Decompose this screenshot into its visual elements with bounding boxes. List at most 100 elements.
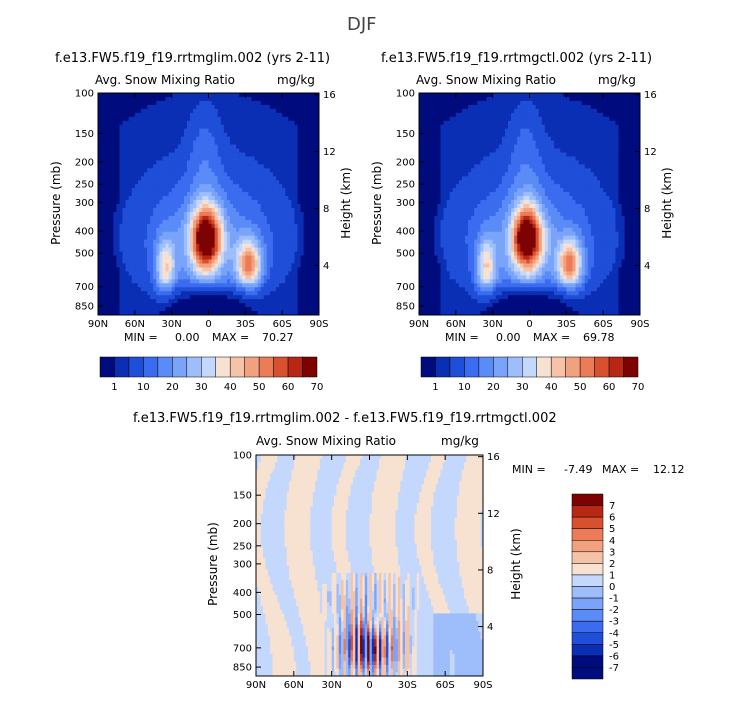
heatmap-cell — [261, 236, 264, 240]
heatmap-cell — [304, 287, 307, 291]
heatmap-cell — [224, 291, 227, 295]
heatmap-cell — [199, 204, 202, 208]
heatmap-cell — [282, 299, 285, 303]
heatmap-cell — [437, 252, 440, 256]
heatmap-cell — [101, 156, 104, 160]
heatmap-cell — [175, 204, 178, 208]
heatmap-cell — [178, 275, 181, 279]
heatmap-cell — [437, 275, 440, 279]
heatmap-cell — [273, 164, 276, 168]
heatmap-cell — [444, 180, 447, 184]
heatmap-cell — [425, 105, 428, 109]
heatmap-cell — [282, 216, 285, 220]
heatmap-cell — [288, 149, 291, 153]
heatmap-cell — [291, 133, 294, 137]
heatmap-cell — [132, 129, 135, 133]
heatmap-cell — [264, 121, 267, 125]
heatmap-cell — [113, 105, 116, 109]
heatmap-cell — [270, 228, 273, 232]
heatmap-cell — [221, 236, 224, 240]
heatmap-cell — [116, 275, 119, 279]
heatmap-cell — [144, 152, 147, 156]
heatmap-cell — [444, 279, 447, 283]
heatmap-cell — [199, 101, 202, 105]
heatmap-cell — [248, 152, 251, 156]
heatmap-cell — [150, 212, 153, 216]
heatmap-cell — [135, 93, 138, 97]
heatmap-cell — [104, 252, 107, 256]
heatmap-cell — [239, 141, 242, 145]
heatmap-cell — [261, 188, 264, 192]
heatmap-cell — [224, 164, 227, 168]
heatmap-cell — [270, 145, 273, 149]
heatmap-cell — [242, 224, 245, 228]
heatmap-cell — [453, 117, 456, 121]
heatmap-cell — [450, 232, 453, 236]
heatmap-cell — [184, 275, 187, 279]
heatmap-cell — [264, 160, 267, 164]
heatmap-cell — [129, 117, 132, 121]
heatmap-cell — [453, 271, 456, 275]
heatmap-cell — [301, 291, 304, 295]
heatmap-cell — [440, 184, 443, 188]
heatmap-cell — [276, 267, 279, 271]
heatmap-cell — [233, 196, 236, 200]
heatmap-cell — [285, 212, 288, 216]
heatmap-cell — [233, 275, 236, 279]
heatmap-cell — [294, 113, 297, 117]
heatmap-cell — [264, 133, 267, 137]
heatmap-cell — [110, 271, 113, 275]
heatmap-cell — [199, 271, 202, 275]
heatmap-cell — [307, 184, 310, 188]
heatmap-cell — [178, 117, 181, 121]
heatmap-cell — [209, 121, 212, 125]
heatmap-cell — [307, 196, 310, 200]
heatmap-cell — [147, 164, 150, 168]
heatmap-cell — [202, 101, 205, 105]
heatmap-cell — [187, 156, 190, 160]
heatmap-cell — [181, 152, 184, 156]
heatmap-cell — [267, 172, 270, 176]
heatmap-cell — [273, 275, 276, 279]
heatmap-cell — [116, 271, 119, 275]
heatmap-cell — [242, 105, 245, 109]
heatmap-cell — [440, 248, 443, 252]
heatmap-cell — [261, 137, 264, 141]
heatmap-cell — [202, 149, 205, 153]
heatmap-cell — [440, 271, 443, 275]
heatmap-cell — [310, 117, 313, 121]
heatmap-cell — [444, 283, 447, 287]
heatmap-cell — [178, 208, 181, 212]
heatmap-cell — [224, 307, 227, 311]
heatmap-cell — [288, 252, 291, 256]
heatmap-cell — [169, 275, 172, 279]
heatmap-cell — [285, 137, 288, 141]
heatmap-cell — [156, 220, 159, 224]
heatmap-cell — [215, 275, 218, 279]
heatmap-cell — [447, 220, 450, 224]
heatmap-cell — [456, 271, 459, 275]
heatmap-cell — [434, 232, 437, 236]
heatmap-cell — [248, 97, 251, 101]
heatmap-cell — [221, 248, 224, 252]
heatmap-cell — [465, 188, 468, 192]
heatmap-cell — [270, 168, 273, 172]
heatmap-cell — [138, 291, 141, 295]
heatmap-cell — [212, 117, 215, 121]
heatmap-cell — [267, 256, 270, 260]
heatmap-cell — [193, 248, 196, 252]
heatmap-cell — [126, 307, 129, 311]
heatmap-cell — [116, 125, 119, 129]
heatmap-cell — [465, 307, 468, 311]
heatmap-cell — [273, 97, 276, 101]
heatmap-cell — [245, 291, 248, 295]
heatmap-cell — [138, 172, 141, 176]
heatmap-cell — [104, 97, 107, 101]
heatmap-cell — [224, 160, 227, 164]
heatmap-cell — [199, 192, 202, 196]
heatmap-cell — [138, 188, 141, 192]
heatmap-cell — [193, 212, 196, 216]
heatmap-cell — [227, 256, 230, 260]
heatmap-cell — [224, 196, 227, 200]
heatmap-cell — [162, 279, 165, 283]
